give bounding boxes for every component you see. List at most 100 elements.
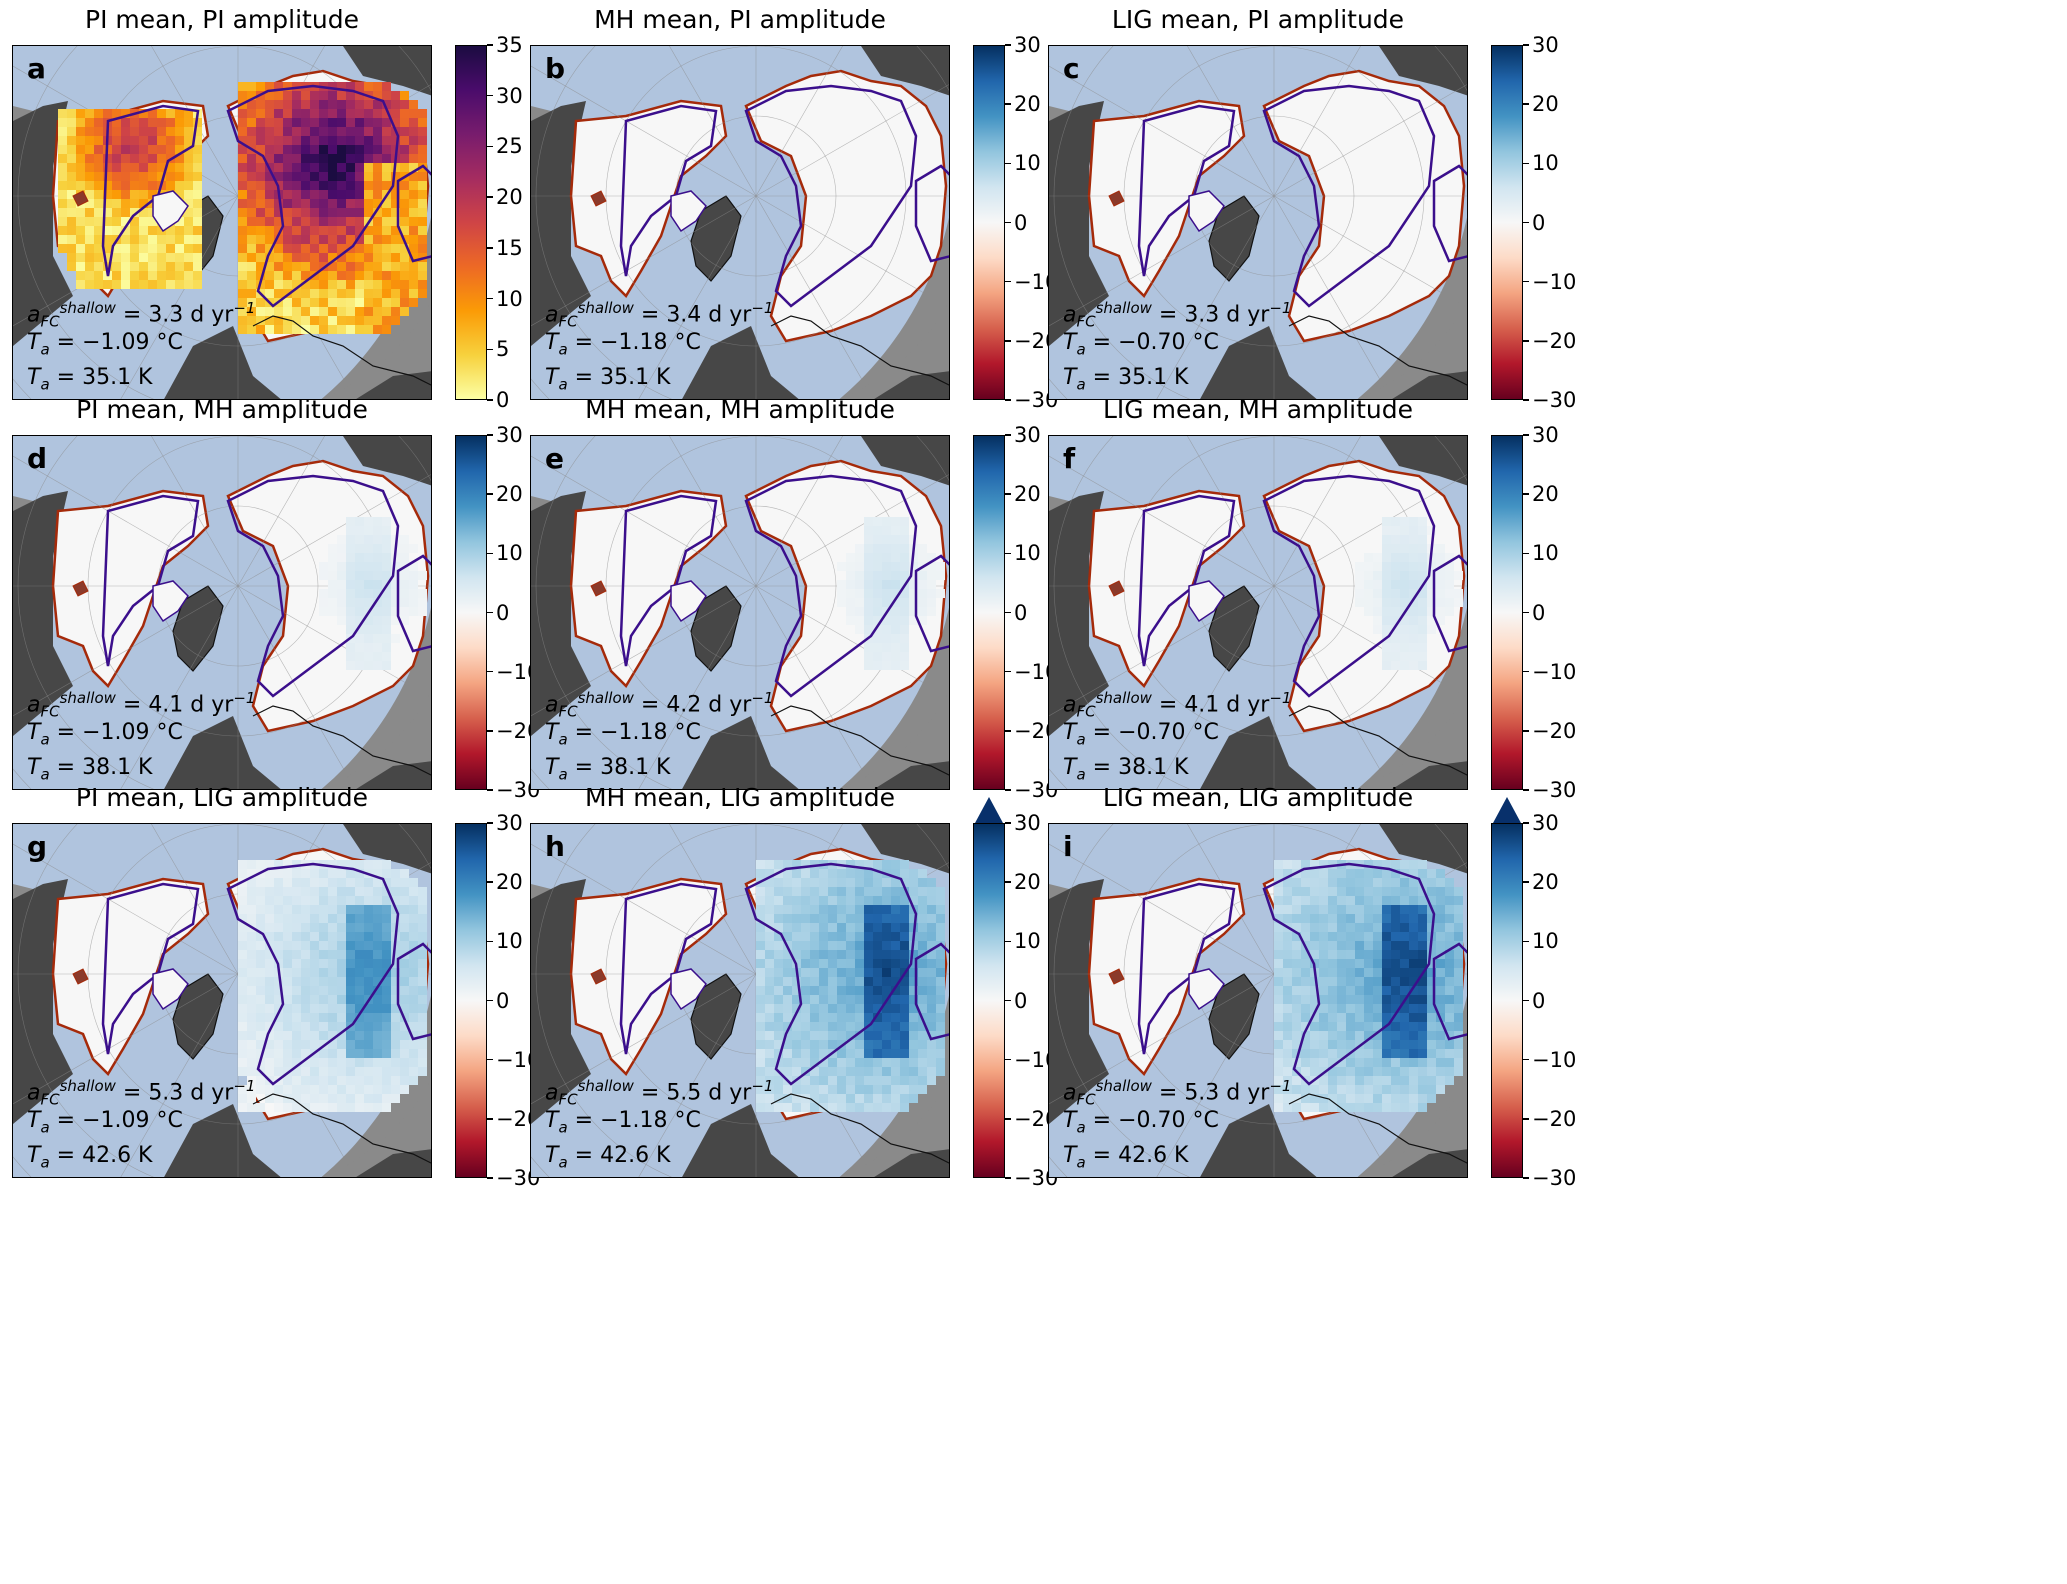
north-america-domain	[51, 489, 210, 689]
grid-cell	[409, 589, 418, 598]
grid-cell	[283, 1076, 292, 1085]
equals: =	[115, 692, 149, 718]
grid-cell	[1436, 968, 1445, 977]
grid-cell	[409, 607, 418, 616]
grid-cell	[193, 154, 202, 163]
grid-cell	[364, 941, 373, 950]
grid-cell	[1409, 1004, 1418, 1013]
panel-letter: c	[1063, 52, 1080, 85]
grid-cell	[765, 968, 774, 977]
grid-cell	[355, 986, 364, 995]
grid-cell	[346, 923, 355, 932]
t-symbol: T	[545, 365, 559, 390]
colorbar-tick-mark	[1005, 1177, 1011, 1179]
grid-cell	[346, 589, 355, 598]
grid-cell	[328, 607, 337, 616]
grid-cell	[247, 271, 256, 280]
meridian	[151, 46, 239, 197]
grid-cell	[391, 136, 400, 145]
grid-cell	[283, 941, 292, 950]
grid-cell	[301, 878, 310, 887]
grid-cell	[1400, 1067, 1409, 1076]
grid-cell	[337, 307, 346, 316]
grid-cell	[1346, 1004, 1355, 1013]
inner-contour-plateau	[1432, 164, 1467, 263]
arctic-archipelago	[152, 580, 189, 623]
grid-cell	[819, 968, 828, 977]
grid-cell	[1418, 643, 1427, 652]
grid-cell	[346, 235, 355, 244]
grid-cell	[283, 1085, 292, 1094]
grid-cell	[1400, 1004, 1409, 1013]
grid-cell	[756, 986, 765, 995]
grid-cell	[409, 289, 418, 298]
grid-cell	[801, 1094, 810, 1103]
grid-cell	[891, 598, 900, 607]
grid-cell	[837, 932, 846, 941]
grid-cell	[1301, 1022, 1310, 1031]
grid-cell	[927, 598, 936, 607]
grid-cell	[864, 553, 873, 562]
grid-cell	[238, 298, 247, 307]
grid-cell	[373, 571, 382, 580]
t-symbol: T	[1063, 365, 1077, 390]
grid-cell	[882, 526, 891, 535]
grid-cell	[1364, 553, 1373, 562]
grid-cell	[337, 100, 346, 109]
grid-cell	[364, 1040, 373, 1049]
grid-cell	[1337, 905, 1346, 914]
grid-cell	[373, 1013, 382, 1022]
grid-cell	[355, 661, 364, 670]
grid-cell	[265, 1013, 274, 1022]
grid-cell	[1382, 1085, 1391, 1094]
grid-cell	[1274, 1022, 1283, 1031]
meridian	[151, 824, 239, 975]
grid-cell	[373, 589, 382, 598]
grid-cell	[918, 968, 927, 977]
grid-cell	[373, 298, 382, 307]
colorbar-tick-label: −20	[1532, 1106, 1577, 1131]
outside-domain-band	[1357, 217, 1467, 399]
grid-cell	[400, 298, 409, 307]
grid-cell	[1409, 1076, 1418, 1085]
colorbar-tick-label: 30	[1532, 423, 1559, 447]
north-america-domain	[569, 877, 728, 1077]
grid-cell	[337, 571, 346, 580]
annotation-amplitude: Ta = 38.1 K	[1063, 751, 1188, 789]
grid-cell	[1355, 923, 1364, 932]
colorbar-tick-label: −30	[1532, 778, 1577, 802]
grid-cell	[301, 1013, 310, 1022]
grid-cell	[792, 869, 801, 878]
grid-cell	[382, 932, 391, 941]
grid-cell	[373, 625, 382, 634]
grid-cell	[1355, 968, 1364, 977]
grid-cell	[319, 244, 328, 253]
grid-cell	[882, 923, 891, 932]
grid-cell	[1436, 1040, 1445, 1049]
grid-cell	[864, 1013, 873, 1022]
grid-cell	[328, 163, 337, 172]
grid-cell	[1355, 1040, 1364, 1049]
grid-cell	[936, 562, 945, 571]
grid-cell	[837, 869, 846, 878]
grid-cell	[900, 643, 909, 652]
grid-cell	[337, 1022, 346, 1031]
grid-cell	[810, 869, 819, 878]
grid-cell	[256, 154, 265, 163]
grid-cell	[265, 172, 274, 181]
grid-cell	[774, 860, 783, 869]
grid-cell	[882, 959, 891, 968]
grid-cell	[247, 325, 256, 334]
grid-cell	[1292, 1103, 1301, 1112]
grid-cell	[846, 562, 855, 571]
grid-cell	[373, 580, 382, 589]
grid-cell	[1328, 941, 1337, 950]
panel-title: MH mean, LIG amplitude	[584, 783, 896, 812]
grid-cell	[1382, 1067, 1391, 1076]
grid-cell	[292, 127, 301, 136]
grid-cell	[1427, 1076, 1436, 1085]
grid-cell	[801, 1085, 810, 1094]
grid-cell	[1373, 968, 1382, 977]
grid-cell	[927, 1004, 936, 1013]
grid-cell	[400, 91, 409, 100]
